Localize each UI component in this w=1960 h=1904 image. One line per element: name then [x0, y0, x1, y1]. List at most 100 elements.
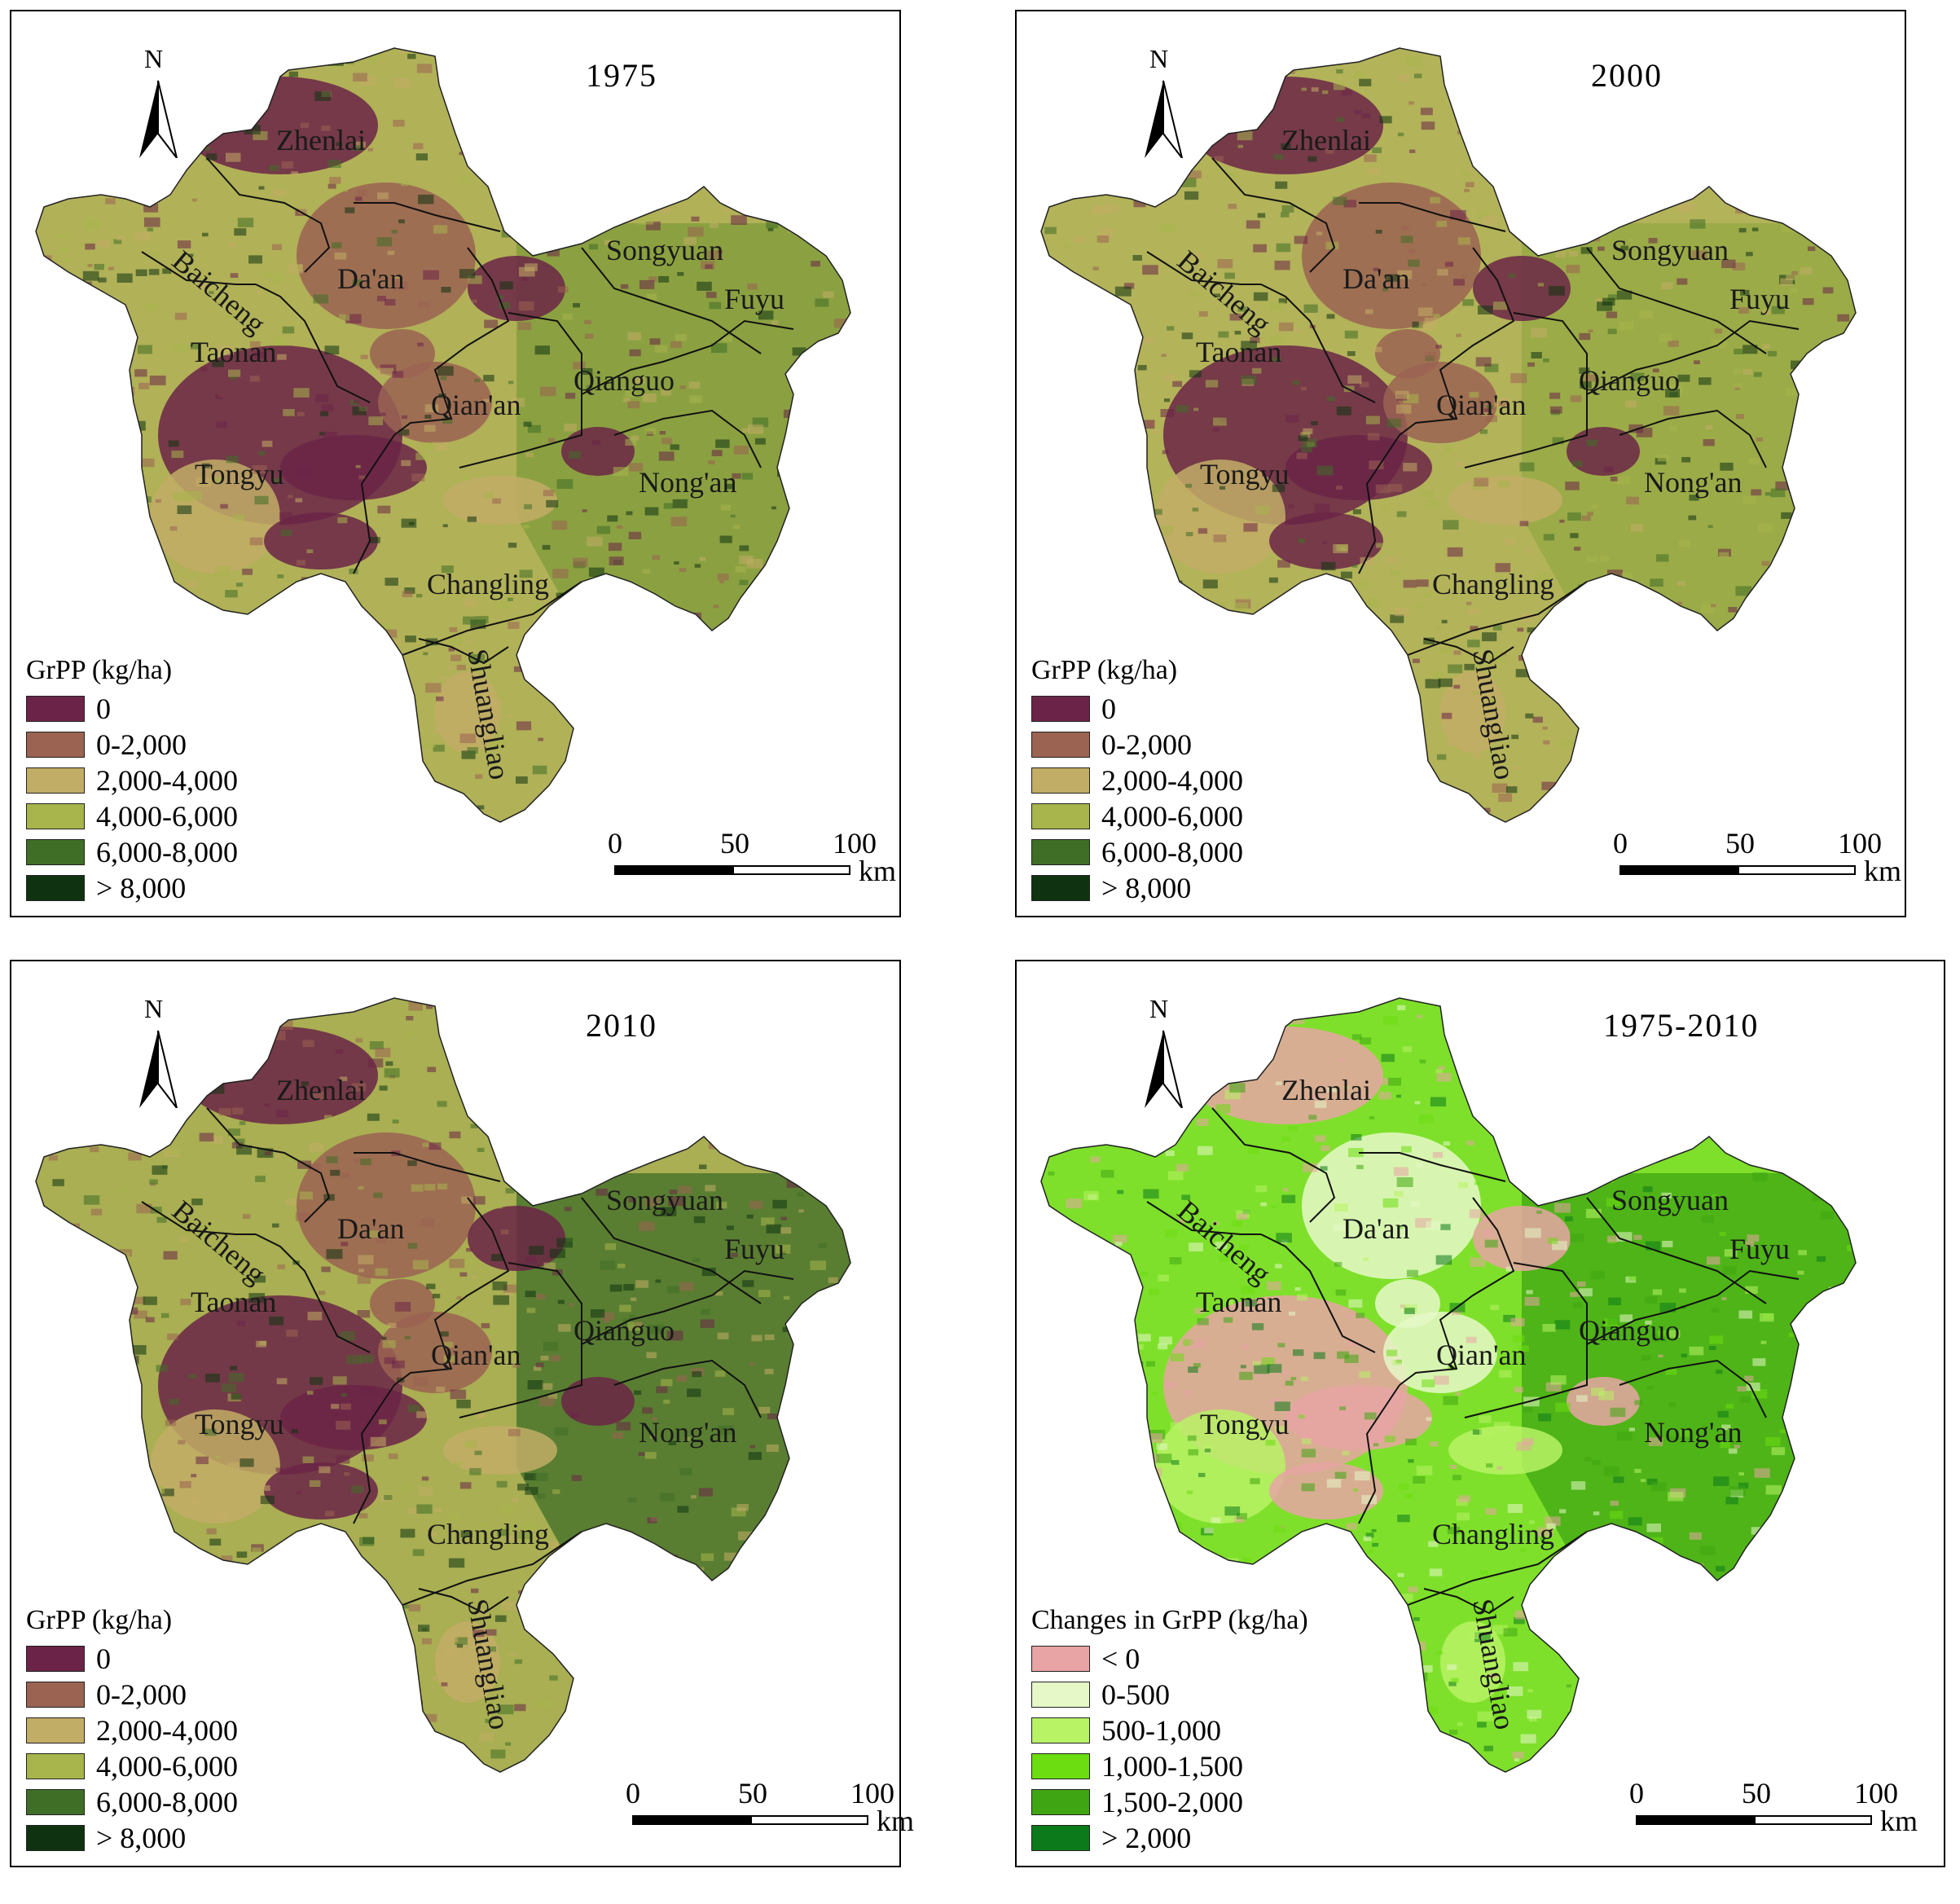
raster-pixel: [1167, 326, 1175, 331]
raster-pixel: [1646, 1386, 1653, 1390]
raster-pixel: [659, 603, 674, 612]
raster-pixel: [394, 1302, 411, 1312]
raster-pixel: [404, 587, 415, 594]
raster-pixel: [332, 1376, 347, 1385]
raster-pixel: [1847, 1524, 1856, 1532]
raster-pixel: [227, 1462, 240, 1470]
raster-pixel: [1562, 92, 1572, 99]
raster-pixel: [1630, 524, 1643, 532]
raster-pixel: [1765, 134, 1778, 142]
raster-pixel: [230, 273, 239, 278]
raster-pixel: [647, 620, 661, 629]
raster-pixel: [1702, 156, 1715, 165]
raster-pixel: [453, 1782, 459, 1786]
raster-pixel: [1606, 614, 1615, 620]
raster-pixel: [368, 695, 375, 699]
raster-pixel: [1593, 1119, 1606, 1127]
raster-pixel: [130, 644, 141, 651]
raster-pixel: [303, 631, 314, 638]
raster-pixel: [707, 99, 723, 109]
raster-pixel: [36, 623, 51, 633]
raster-pixel: [1288, 1311, 1296, 1316]
raster-pixel: [1669, 1116, 1679, 1122]
raster-pixel: [832, 1741, 839, 1746]
raster-pixel: [487, 839, 495, 844]
raster-pixel: [1217, 259, 1233, 269]
raster-pixel: [723, 1552, 738, 1561]
raster-pixel: [112, 486, 123, 494]
raster-pixel: [561, 1578, 568, 1582]
raster-pixel: [1189, 370, 1202, 378]
county-boundary: [1586, 247, 1767, 354]
raster-pixel: [782, 533, 793, 539]
raster-pixel: [1051, 1563, 1060, 1569]
raster-pixel: [563, 1179, 579, 1189]
raster-pixel: [1839, 1383, 1854, 1392]
raster-pixel: [137, 345, 152, 354]
legend-item: 0: [26, 1641, 238, 1677]
raster-pixel: [603, 1319, 610, 1323]
raster-pixel: [355, 1038, 363, 1043]
raster-pixel: [205, 153, 218, 160]
raster-pixel: [212, 1594, 218, 1598]
raster-pixel: [1193, 1597, 1200, 1601]
raster-pixel: [852, 1707, 864, 1713]
raster-pixel: [1334, 1262, 1343, 1267]
raster-pixel: [679, 568, 687, 573]
raster-pixel: [1689, 495, 1699, 501]
raster-pixel: [1721, 259, 1736, 269]
raster-pixel: [1337, 1351, 1350, 1359]
raster-pixel: [1250, 1478, 1260, 1484]
raster-pixel: [237, 1682, 249, 1689]
raster-pixel: [855, 463, 866, 469]
raster-pixel: [1509, 125, 1514, 129]
raster-pixel: [566, 1179, 579, 1187]
raster-pixel: [1578, 608, 1584, 612]
raster-pixel: [479, 1732, 494, 1742]
scale-unit: km: [1880, 1805, 1918, 1837]
raster-pixel: [1808, 376, 1817, 382]
raster-pixel: [321, 635, 335, 644]
raster-pixel: [1493, 1074, 1510, 1084]
raster-pixel: [1088, 508, 1105, 517]
raster-pixel: [1507, 1504, 1523, 1513]
raster-pixel: [587, 536, 603, 547]
raster-pixel: [1058, 402, 1074, 411]
raster-pixel: [1041, 1351, 1046, 1357]
raster-pixel: [1542, 55, 1552, 61]
raster-pixel: [263, 271, 275, 279]
north-arrow-icon: N: [130, 44, 187, 158]
raster-pixel: [1186, 1490, 1193, 1494]
raster-pixel: [1269, 336, 1284, 345]
raster-pixel: [811, 1395, 826, 1403]
place-label-songyuan: Songyuan: [606, 1184, 723, 1216]
legend-title: GrPP (kg/ha): [26, 655, 173, 685]
raster-pixel: [387, 1739, 396, 1744]
raster-pixel: [554, 1080, 568, 1088]
raster-pixel: [1266, 1281, 1281, 1291]
raster-pixel: [1786, 1013, 1798, 1020]
raster-pixel: [1416, 579, 1429, 587]
raster-pixel: [693, 1633, 705, 1640]
raster-pixel: [1492, 783, 1508, 793]
raster-pixel: [1211, 1517, 1221, 1524]
raster-pixel: [1665, 1368, 1677, 1375]
raster-pixel: [1744, 190, 1750, 193]
raster-pixel: [68, 626, 84, 635]
raster-pixel: [1770, 488, 1786, 498]
raster-pixel: [1335, 1289, 1347, 1296]
raster-pixel: [282, 1757, 291, 1761]
raster-pixel: [573, 1134, 587, 1143]
raster-pixel: [1436, 221, 1448, 227]
raster-pixel: [1512, 1149, 1527, 1159]
raster-pixel: [109, 1053, 118, 1058]
raster-pixel: [560, 1010, 569, 1016]
raster-pixel: [694, 999, 706, 1006]
raster-pixel: [317, 1762, 333, 1772]
raster-pixel: [270, 1031, 286, 1040]
land-patch: [1155, 460, 1285, 574]
raster-pixel: [1496, 1466, 1503, 1471]
raster-pixel: [1169, 1522, 1183, 1530]
raster-pixel: [78, 1291, 90, 1299]
raster-pixel: [100, 390, 109, 396]
